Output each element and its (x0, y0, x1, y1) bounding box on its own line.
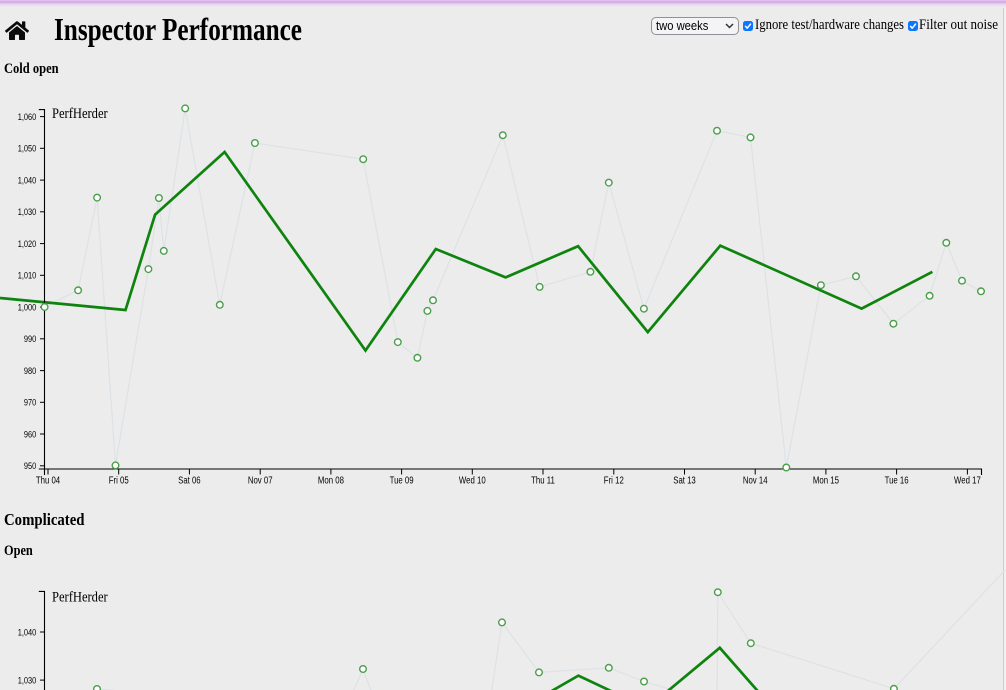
svg-text:Mon 15: Mon 15 (813, 476, 839, 487)
svg-text:970: 970 (24, 398, 36, 408)
svg-text:Tue 16: Tue 16 (885, 476, 909, 487)
svg-text:PerfHerder: PerfHerder (52, 106, 108, 122)
svg-text:1,000: 1,000 (18, 303, 37, 313)
svg-text:1,040: 1,040 (18, 627, 37, 637)
svg-text:1,060: 1,060 (18, 112, 37, 122)
svg-text:Thu 11: Thu 11 (531, 476, 555, 487)
svg-text:980: 980 (24, 366, 36, 376)
svg-text:PerfHerder: PerfHerder (52, 590, 108, 606)
svg-text:Mon 08: Mon 08 (318, 476, 344, 487)
svg-text:Nov 07: Nov 07 (248, 476, 273, 487)
svg-text:Sat 06: Sat 06 (178, 476, 201, 487)
svg-text:1,030: 1,030 (18, 676, 37, 686)
svg-text:Sat 13: Sat 13 (673, 476, 696, 487)
svg-text:Fri 12: Fri 12 (604, 476, 624, 487)
svg-text:Nov 14: Nov 14 (743, 476, 768, 487)
svg-text:960: 960 (24, 429, 36, 439)
svg-text:1,020: 1,020 (18, 239, 37, 249)
svg-text:Thu 04: Thu 04 (36, 476, 61, 487)
svg-text:Tue 09: Tue 09 (390, 476, 414, 487)
svg-text:1,010: 1,010 (18, 271, 37, 281)
svg-text:950: 950 (24, 461, 36, 471)
svg-text:Fri 05: Fri 05 (109, 476, 129, 487)
svg-text:1,030: 1,030 (18, 207, 37, 217)
svg-text:1,050: 1,050 (18, 144, 37, 154)
svg-text:Wed 10: Wed 10 (459, 476, 486, 487)
svg-text:990: 990 (24, 334, 36, 344)
svg-text:Wed 17: Wed 17 (954, 476, 981, 487)
svg-text:1,040: 1,040 (18, 176, 37, 186)
